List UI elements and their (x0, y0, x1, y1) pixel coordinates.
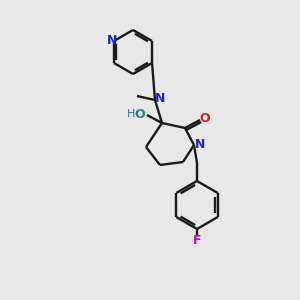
Text: N: N (107, 34, 117, 46)
Text: O: O (200, 112, 210, 125)
Text: O: O (135, 107, 145, 121)
Text: N: N (195, 139, 205, 152)
Text: N: N (155, 92, 165, 106)
Text: H: H (127, 109, 135, 119)
Text: F: F (193, 235, 201, 248)
